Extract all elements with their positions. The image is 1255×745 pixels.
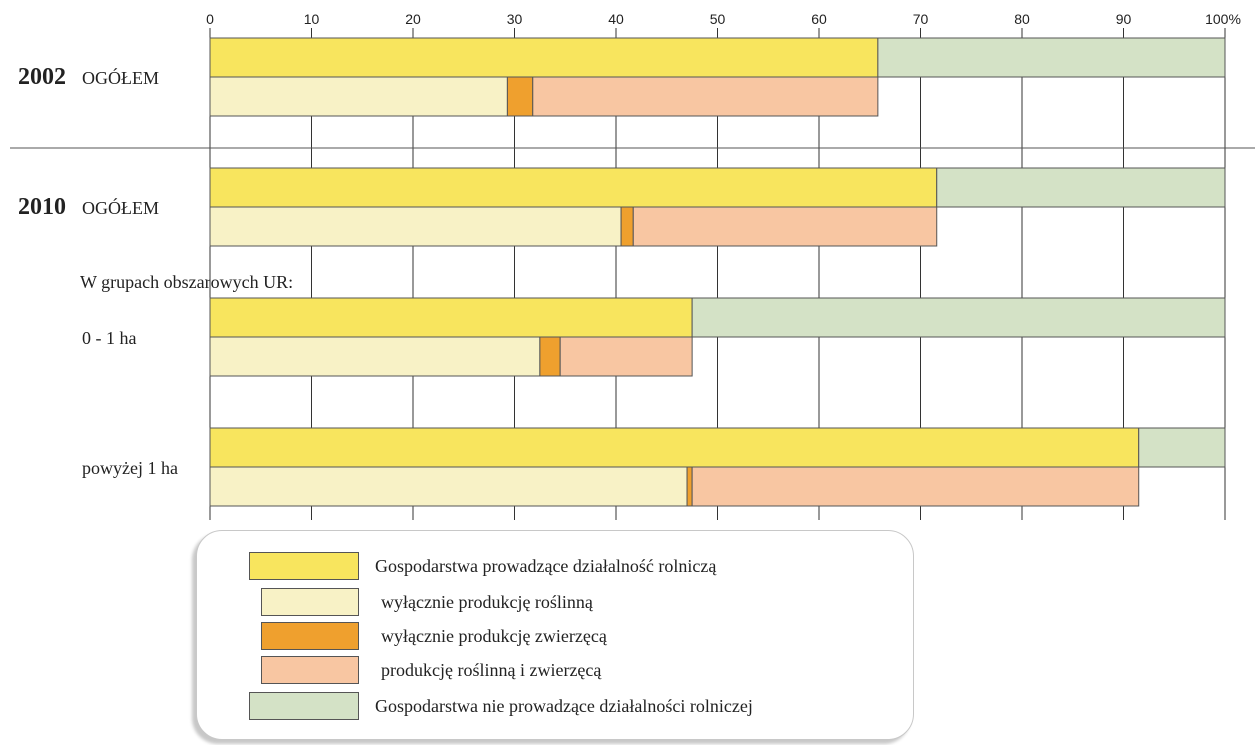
x-tick-label: 100% <box>1205 11 1241 27</box>
legend-label-animal-only: wyłącznie produkcję zwierzęcą <box>381 625 607 646</box>
legend-item-mixed: produkcję roślinną i zwierzęcą <box>261 655 601 685</box>
x-tick-label: 50 <box>710 11 726 27</box>
bar-non-agri <box>1138 427 1226 468</box>
legend-label-agri: Gospodarstwa prowadzące działalność roln… <box>375 555 717 576</box>
legend-label-non-agri: Gospodarstwa nie prowadzące działalności… <box>375 695 753 716</box>
row-label: OGÓŁEM <box>82 67 159 88</box>
bar-agri <box>209 427 1140 468</box>
legend-swatch-mixed <box>261 656 359 684</box>
legend-swatch-crop-only <box>261 588 359 616</box>
bar-crop-only <box>209 206 622 247</box>
bar-agri <box>209 297 693 338</box>
x-tick-label: 10 <box>304 11 320 27</box>
bar-animal-only <box>620 206 634 247</box>
bar-mixed <box>691 466 1140 507</box>
row-label: powyżej 1 ha <box>82 458 178 478</box>
bar-crop-only <box>209 76 508 117</box>
legend-item-non-agri: Gospodarstwa nie prowadzące działalności… <box>249 691 753 721</box>
bar-agri <box>209 167 938 208</box>
bar-non-agri <box>691 297 1226 338</box>
bar-animal-only <box>506 76 534 117</box>
x-tick-label: 90 <box>1116 11 1132 27</box>
legend-swatch-agri <box>249 552 359 580</box>
section-label: W grupach obszarowych UR: <box>80 272 293 292</box>
legend-label-mixed: produkcję roślinną i zwierzęcą <box>381 659 602 680</box>
legend-label-crop-only: wyłącznie produkcję roślinną <box>381 591 593 612</box>
bar-crop-only <box>209 336 541 377</box>
year-label: 2002 <box>18 64 66 90</box>
legend-item-crop-only: wyłącznie produkcję roślinną <box>261 587 593 617</box>
bar-mixed <box>559 336 693 377</box>
legend-swatch-non-agri <box>249 692 359 720</box>
x-tick-label: 0 <box>206 11 214 27</box>
legend: Gospodarstwa prowadzące działalność roln… <box>196 530 914 740</box>
legend-swatch-animal-only <box>261 622 359 650</box>
bar-mixed <box>532 76 879 117</box>
bar-mixed <box>632 206 938 247</box>
x-tick-label: 40 <box>608 11 624 27</box>
x-tick-label: 80 <box>1014 11 1030 27</box>
bar-non-agri <box>936 167 1226 208</box>
row-label: OGÓŁEM <box>82 197 159 218</box>
row-label: 0 - 1 ha <box>82 328 136 348</box>
bar-animal-only <box>539 336 561 377</box>
bar-agri <box>209 37 879 78</box>
legend-item-agri: Gospodarstwa prowadzące działalność roln… <box>249 551 716 581</box>
bar-animal-only <box>686 466 693 507</box>
legend-item-animal-only: wyłącznie produkcję zwierzęcą <box>261 621 607 651</box>
year-label: 2010 <box>18 194 66 220</box>
x-tick-label: 60 <box>811 11 827 27</box>
x-tick-label: 20 <box>405 11 421 27</box>
x-tick-label: 30 <box>507 11 523 27</box>
x-tick-label: 70 <box>913 11 929 27</box>
bar-non-agri <box>877 37 1226 78</box>
bar-crop-only <box>209 466 688 507</box>
